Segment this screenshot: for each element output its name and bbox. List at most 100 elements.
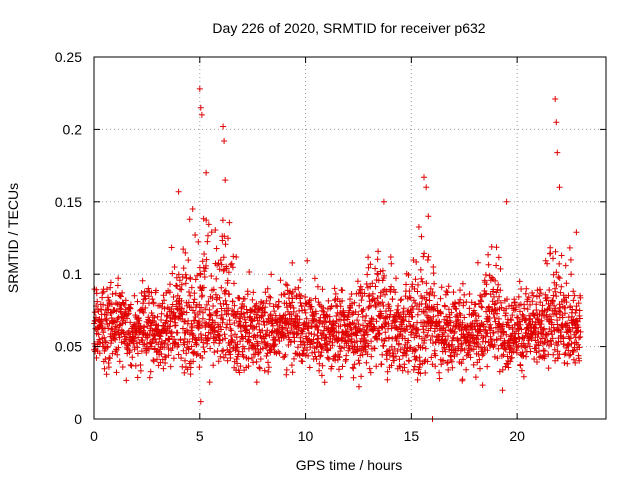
data-point	[203, 301, 210, 308]
data-point	[405, 368, 411, 375]
data-points	[91, 85, 584, 422]
data-point	[493, 337, 500, 344]
data-point	[508, 317, 515, 324]
data-point	[145, 285, 152, 292]
data-point	[356, 360, 363, 367]
data-point	[196, 364, 203, 371]
data-point	[213, 275, 220, 282]
data-point	[121, 302, 128, 308]
data-point	[118, 309, 124, 316]
x-tick-label: 0	[90, 428, 98, 444]
data-point	[541, 353, 548, 360]
data-point	[182, 280, 189, 287]
data-point	[556, 308, 562, 314]
data-point	[354, 278, 361, 285]
data-point	[430, 264, 437, 270]
data-point	[199, 315, 206, 322]
data-point	[364, 271, 371, 278]
data-point	[225, 305, 232, 312]
data-point	[172, 322, 179, 329]
data-point	[181, 341, 188, 348]
data-point	[485, 251, 492, 258]
data-point	[182, 357, 188, 364]
data-point	[515, 293, 522, 300]
data-point	[287, 303, 294, 310]
y-axis-label: SRMTID / TECUs	[5, 183, 21, 293]
data-point	[207, 345, 214, 352]
data-point	[318, 372, 325, 379]
data-point	[567, 256, 574, 263]
data-point	[203, 169, 210, 176]
data-point	[354, 317, 361, 324]
data-point	[543, 331, 550, 338]
data-point	[477, 344, 484, 351]
data-point	[233, 254, 240, 260]
data-point	[563, 280, 570, 287]
data-point	[98, 306, 105, 313]
data-point	[165, 352, 172, 359]
data-point	[168, 305, 175, 312]
data-point	[383, 356, 390, 363]
data-point	[294, 313, 301, 320]
data-point	[180, 246, 187, 253]
data-point	[363, 312, 370, 319]
data-point	[513, 304, 519, 311]
data-point	[462, 326, 469, 333]
data-point	[492, 318, 499, 325]
data-point	[175, 188, 182, 195]
data-point	[532, 345, 539, 352]
data-point	[533, 325, 539, 332]
data-point	[275, 334, 282, 340]
data-point	[302, 309, 309, 316]
data-point	[222, 297, 229, 304]
data-point	[158, 351, 165, 357]
data-point	[145, 314, 152, 321]
data-point	[415, 281, 421, 288]
data-point	[463, 299, 470, 305]
x-tick-label: 20	[509, 428, 525, 444]
data-point	[415, 326, 422, 333]
data-point	[274, 304, 281, 310]
data-point	[161, 305, 168, 312]
data-point	[524, 306, 531, 313]
data-point	[202, 306, 209, 313]
data-point	[552, 96, 559, 102]
data-point	[200, 309, 206, 316]
data-point	[491, 301, 498, 308]
data-point	[540, 347, 547, 354]
data-point	[215, 260, 222, 267]
data-point	[472, 374, 479, 381]
data-point	[227, 355, 234, 361]
data-point	[536, 348, 542, 355]
data-point	[228, 327, 235, 334]
data-point	[451, 328, 458, 335]
data-point	[337, 373, 344, 380]
data-point	[308, 297, 314, 304]
data-point	[198, 304, 205, 311]
data-point	[262, 289, 269, 296]
data-point	[388, 362, 395, 369]
data-point	[347, 296, 353, 303]
data-point	[271, 308, 278, 315]
data-point	[507, 358, 514, 365]
data-point	[171, 314, 178, 320]
data-point	[483, 290, 490, 297]
data-point	[279, 324, 286, 331]
data-point	[177, 337, 184, 344]
data-point	[397, 363, 404, 370]
data-point	[223, 301, 230, 308]
data-point	[222, 177, 229, 184]
y-tick-label: 0.2	[63, 121, 83, 137]
data-point	[114, 282, 121, 289]
data-point	[349, 311, 356, 318]
data-point	[447, 319, 454, 326]
data-point	[560, 335, 567, 342]
data-point	[379, 299, 386, 306]
data-point	[421, 250, 428, 257]
data-point	[329, 333, 336, 340]
data-point	[405, 337, 412, 344]
data-point	[496, 293, 503, 300]
data-point	[336, 354, 343, 361]
data-point	[506, 324, 513, 331]
data-point	[517, 308, 523, 315]
